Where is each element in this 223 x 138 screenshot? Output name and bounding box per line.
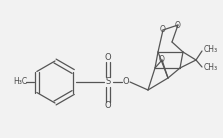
Text: O: O [123,78,129,87]
Text: O: O [159,55,165,64]
Text: O: O [175,21,181,30]
Text: O: O [105,54,111,63]
Text: O: O [160,26,166,34]
Text: CH₃: CH₃ [204,46,218,55]
Text: O: O [105,102,111,111]
Text: CH₃: CH₃ [204,63,218,72]
Text: H₃C: H₃C [13,78,27,87]
Text: S: S [105,78,111,87]
